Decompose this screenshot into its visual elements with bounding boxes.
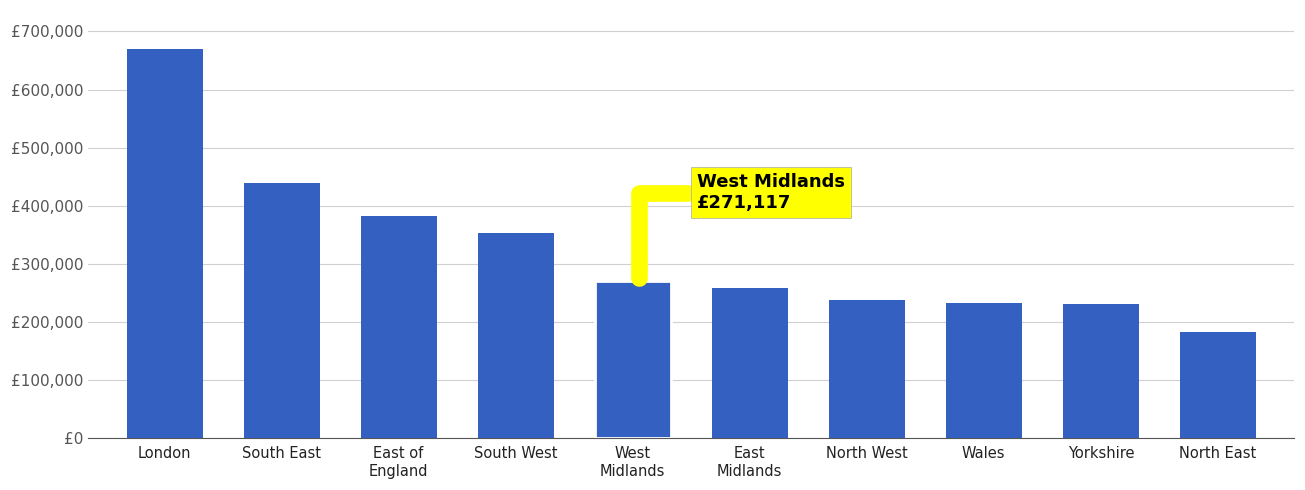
Bar	[244, 182, 320, 438]
Bar	[478, 233, 553, 438]
Bar	[127, 49, 202, 438]
Bar	[711, 288, 788, 438]
Bar	[946, 303, 1022, 438]
Bar	[1062, 304, 1139, 438]
Text: West Midlands
£271,117: West Midlands £271,117	[638, 173, 846, 278]
Bar	[1180, 332, 1255, 438]
Bar	[360, 216, 437, 438]
Bar	[829, 300, 904, 438]
Bar	[595, 281, 671, 438]
